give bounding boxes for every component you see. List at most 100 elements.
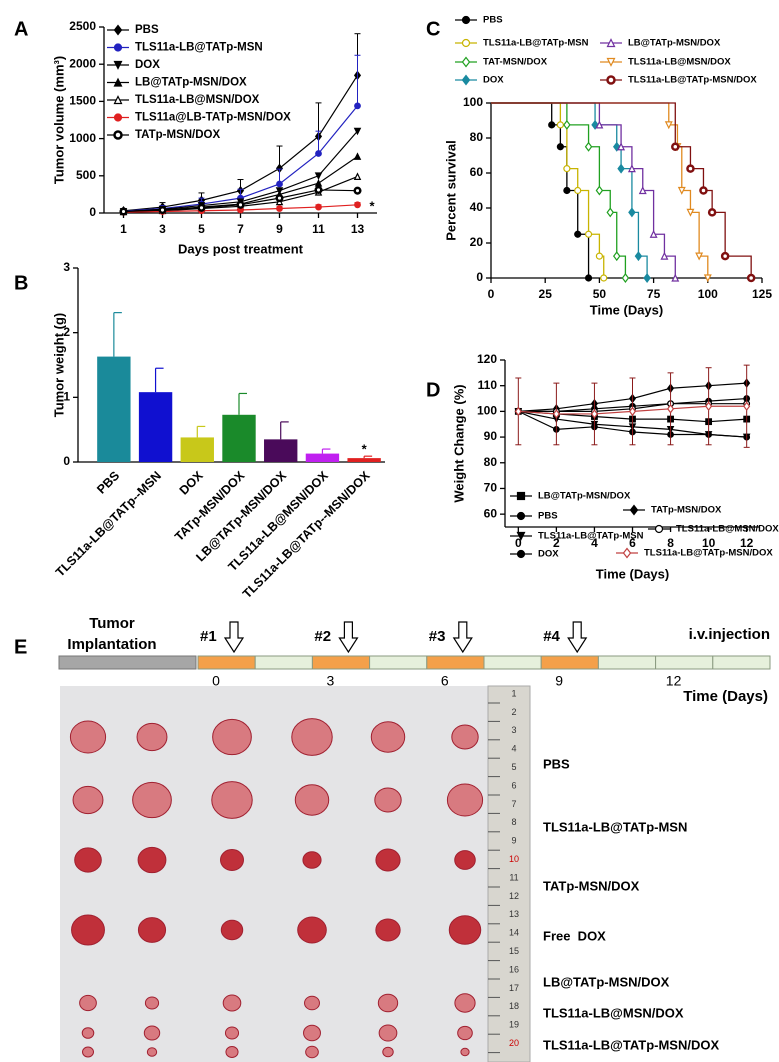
ruler-number: 2 bbox=[511, 707, 516, 717]
marker bbox=[664, 121, 673, 130]
ruler-number: 6 bbox=[511, 780, 516, 790]
tumor bbox=[378, 1024, 398, 1042]
timeline-cell bbox=[540, 655, 599, 670]
dose-arrow bbox=[567, 621, 588, 654]
tumor bbox=[211, 781, 253, 819]
legend-label: PBS bbox=[135, 24, 159, 36]
survival-curve bbox=[491, 102, 627, 278]
tumor bbox=[74, 847, 102, 873]
tumor bbox=[137, 917, 167, 943]
x-tick-label: 12 bbox=[740, 536, 754, 550]
tumor bbox=[375, 918, 401, 942]
x-tick-label: 125 bbox=[752, 287, 772, 301]
x-tick-label: 0 bbox=[515, 536, 522, 550]
y-tick-label: 80 bbox=[484, 455, 498, 469]
x-tick-label: 2 bbox=[553, 536, 560, 550]
marker bbox=[197, 203, 206, 212]
marker bbox=[563, 165, 571, 173]
legend-marker bbox=[606, 38, 616, 48]
ruler-number: 12 bbox=[509, 891, 519, 901]
y-tick-label: 0 bbox=[63, 454, 70, 468]
bar bbox=[305, 453, 340, 462]
marker bbox=[686, 208, 695, 217]
x-tick-label: 11 bbox=[312, 222, 325, 236]
panel-label: C bbox=[426, 18, 440, 40]
y-tick-label: 1000 bbox=[69, 131, 96, 145]
marker bbox=[707, 208, 717, 217]
legend-marker bbox=[654, 524, 664, 534]
marker bbox=[574, 186, 582, 195]
marker bbox=[552, 409, 560, 419]
timeline-cell bbox=[483, 655, 542, 670]
marker bbox=[556, 143, 564, 151]
panel-label: B bbox=[14, 272, 28, 294]
survival-curve bbox=[491, 102, 676, 278]
tumor bbox=[377, 993, 399, 1013]
timeline-start-label: Tumor bbox=[89, 615, 135, 632]
marker bbox=[584, 230, 593, 238]
y-axis-title: Tumor volume (mm³) bbox=[51, 56, 66, 184]
group-label: LB@TATp-MSN/DOX bbox=[543, 974, 670, 989]
legend-marker bbox=[516, 491, 526, 501]
marker bbox=[353, 127, 362, 136]
ruler-number: 20 bbox=[509, 1038, 519, 1048]
ruler-number: 3 bbox=[511, 725, 516, 735]
ruler-number: 19 bbox=[509, 1020, 519, 1030]
ruler-number: 13 bbox=[509, 909, 519, 919]
timeline-cell bbox=[712, 655, 771, 670]
legend-marker bbox=[516, 549, 526, 559]
legend-marker bbox=[113, 113, 123, 122]
tumor bbox=[454, 993, 476, 1013]
marker bbox=[590, 409, 598, 419]
legend-marker bbox=[113, 95, 123, 105]
legend-marker bbox=[113, 60, 123, 70]
tumor bbox=[302, 851, 322, 869]
marker bbox=[686, 164, 695, 173]
ruler-number: 15 bbox=[509, 946, 519, 956]
y-tick-label: 2500 bbox=[69, 19, 96, 33]
marker bbox=[699, 186, 708, 195]
x-tick-label: 1 bbox=[120, 222, 127, 236]
y-tick-label: 0 bbox=[476, 270, 483, 284]
y-tick-label: 100 bbox=[477, 404, 497, 418]
tumor bbox=[457, 1025, 473, 1041]
legend-marker bbox=[516, 531, 526, 541]
tumor bbox=[446, 783, 484, 817]
legend-label: TAT-MSN/DOX bbox=[483, 57, 548, 68]
legend-label: TLS11a-LB@MSN/DOX bbox=[628, 57, 731, 68]
implantation-bar bbox=[58, 655, 197, 670]
ruler-number: 8 bbox=[511, 817, 516, 827]
legend-label: PBS bbox=[538, 511, 558, 522]
marker bbox=[158, 205, 167, 215]
ruler-number: 16 bbox=[509, 964, 519, 974]
y-tick-label: 80 bbox=[470, 130, 484, 144]
timeline-cell bbox=[369, 655, 428, 670]
legend-label: TLS11a-LB@TATp-MSN bbox=[135, 42, 263, 54]
panel-label: E bbox=[14, 636, 27, 658]
marker bbox=[595, 252, 604, 260]
marker bbox=[612, 251, 621, 262]
tumor bbox=[305, 1045, 319, 1059]
ruler-number: 18 bbox=[509, 1001, 519, 1011]
legend-label: TLS11a-LB@TATp-MSN/DOX bbox=[644, 548, 773, 559]
y-tick-label: 120 bbox=[477, 352, 497, 366]
x-axis-title: Days post treatment bbox=[178, 241, 304, 256]
ruler-number: 7 bbox=[511, 799, 516, 809]
legend-label: TLS11a@LB-TATp-MSN/DOX bbox=[135, 112, 291, 124]
annotation: * bbox=[362, 442, 368, 457]
legend-marker bbox=[461, 74, 471, 86]
ruler-number: 1 bbox=[511, 688, 516, 698]
x-tick-label: 3 bbox=[159, 222, 166, 236]
marker bbox=[628, 207, 636, 218]
tumor bbox=[143, 1025, 161, 1041]
marker bbox=[621, 273, 630, 283]
x-tick-label: 7 bbox=[237, 222, 244, 236]
x-tick-label: 0 bbox=[488, 287, 495, 301]
tumor bbox=[451, 724, 479, 750]
timeline-cell bbox=[597, 655, 657, 670]
legend-label: DOX bbox=[483, 75, 504, 86]
timeline-cell bbox=[197, 655, 256, 670]
timeline-cell bbox=[655, 655, 714, 670]
panel-label: A bbox=[14, 18, 28, 40]
marker bbox=[595, 120, 604, 129]
